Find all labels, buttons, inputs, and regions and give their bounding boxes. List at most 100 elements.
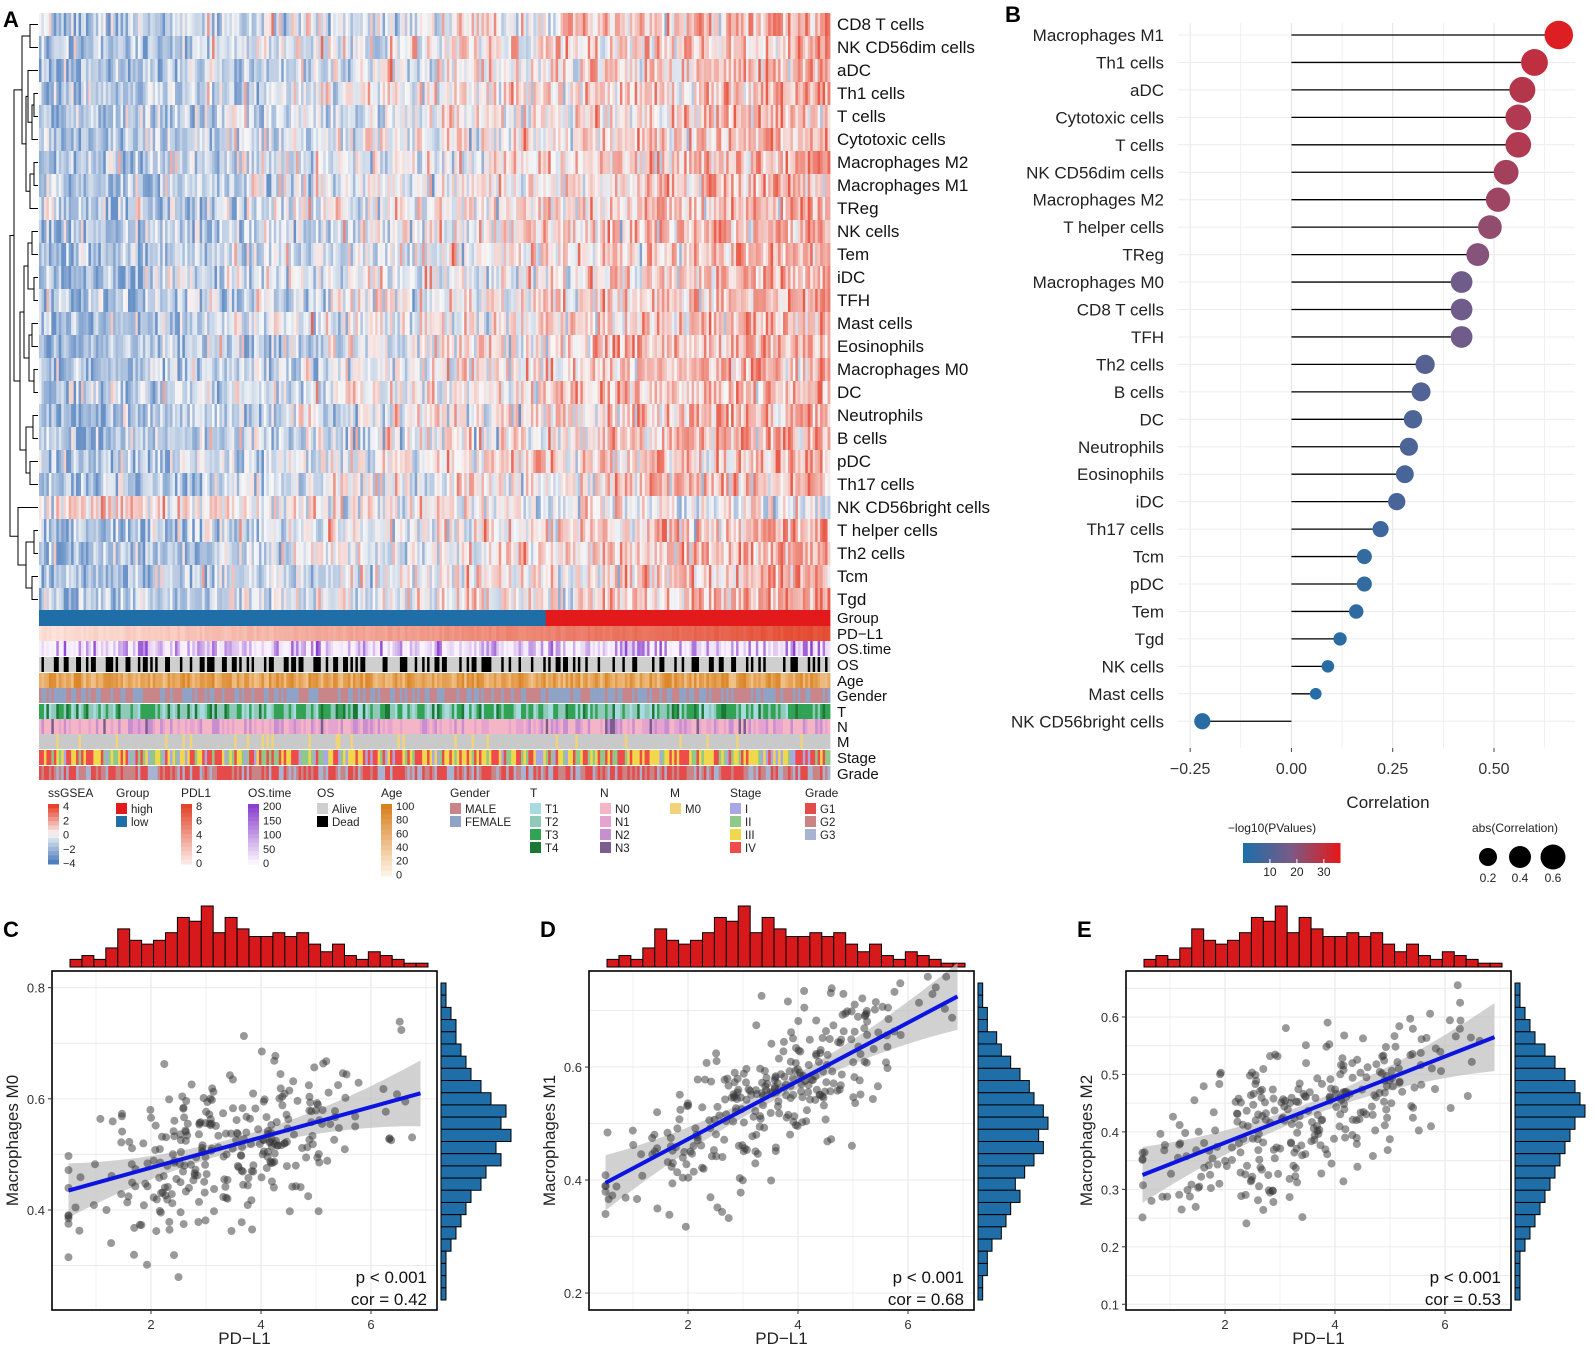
heatmap-cell	[385, 105, 388, 128]
heatmap-cell	[73, 197, 77, 220]
heatmap-cell	[614, 174, 618, 197]
heatmap-cell	[807, 105, 811, 128]
heatmap-cell	[703, 151, 707, 174]
heatmap-cell	[204, 128, 208, 151]
heatmap-cell	[392, 220, 396, 243]
heatmap-cell	[56, 105, 60, 128]
heatmap-cell	[508, 36, 512, 59]
heatmap-cell	[296, 174, 299, 197]
heatmap-cell	[565, 197, 569, 220]
heatmap-cell	[745, 289, 749, 312]
heatmap-cell	[627, 82, 631, 105]
heatmap-cell	[172, 105, 176, 128]
heatmap-cell	[288, 220, 292, 243]
heatmap-cell	[305, 128, 309, 151]
heatmap-cell	[135, 335, 139, 358]
heatmap-cell	[496, 59, 500, 82]
heatmap-cell	[444, 197, 448, 220]
heatmap-cell	[135, 82, 139, 105]
heatmap-cell	[251, 151, 255, 174]
heatmap-cell	[310, 13, 314, 36]
heatmap-cell	[318, 335, 322, 358]
heatmap-cell	[496, 174, 500, 197]
heatmap-cell	[56, 243, 60, 266]
heatmap-cell	[330, 243, 334, 266]
heatmap-cell	[825, 105, 828, 128]
heatmap-cell	[95, 358, 99, 381]
heatmap-cell	[310, 174, 314, 197]
heatmap-cell	[666, 13, 670, 36]
heatmap-cell	[558, 174, 561, 197]
heatmap-cell	[545, 36, 549, 59]
heatmap-cell	[236, 13, 240, 36]
heatmap-cell	[259, 197, 262, 220]
heatmap-cell	[820, 13, 823, 36]
heatmap-cell	[825, 335, 828, 358]
heatmap-cell	[375, 312, 379, 335]
heatmap-cell	[261, 220, 265, 243]
heatmap-cell	[301, 266, 304, 289]
heatmap-cell	[464, 151, 468, 174]
heatmap-cell	[98, 105, 102, 128]
heatmap-cell	[212, 266, 215, 289]
heatmap-cell	[123, 13, 126, 36]
heatmap-cell	[323, 358, 327, 381]
heatmap-row	[39, 128, 831, 151]
heatmap-cell	[254, 243, 257, 266]
heatmap-cell	[239, 243, 243, 266]
heatmap-cell	[671, 197, 675, 220]
heatmap-cell	[271, 82, 275, 105]
heatmap-cell	[701, 243, 705, 266]
heatmap-cell	[330, 197, 334, 220]
heatmap-cell	[812, 36, 816, 59]
heatmap-cell	[644, 82, 648, 105]
heatmap-cell	[179, 59, 183, 82]
heatmap-cell	[622, 335, 626, 358]
heatmap-cell	[446, 128, 450, 151]
heatmap-cell	[634, 82, 638, 105]
heatmap-cell	[575, 289, 579, 312]
heatmap-cell	[802, 82, 806, 105]
heatmap-cell	[555, 174, 559, 197]
heatmap-row	[39, 59, 831, 82]
heatmap-cell	[639, 174, 643, 197]
heatmap-cell	[172, 174, 176, 197]
heatmap-cell	[765, 197, 769, 220]
heatmap-cell	[726, 289, 730, 312]
heatmap-cell	[778, 128, 781, 151]
heatmap-cell	[713, 36, 717, 59]
heatmap-cell	[649, 220, 653, 243]
heatmap-cell	[810, 197, 814, 220]
heatmap-cell	[268, 289, 272, 312]
heatmap-cell	[637, 266, 641, 289]
heatmap-cell	[320, 358, 324, 381]
heatmap-cell	[535, 59, 539, 82]
heatmap-cell	[56, 128, 60, 151]
heatmap-cell	[592, 220, 596, 243]
heatmap-cell	[372, 243, 376, 266]
heatmap-cell	[787, 13, 791, 36]
heatmap-cell	[642, 128, 646, 151]
heatmap-cell	[795, 13, 799, 36]
heatmap-cell	[538, 59, 542, 82]
heatmap-cell	[71, 335, 74, 358]
heatmap-cell	[773, 59, 777, 82]
heatmap-cell	[647, 289, 650, 312]
heatmap-cell	[130, 151, 134, 174]
heatmap-cell	[165, 82, 168, 105]
heatmap-cell	[624, 13, 628, 36]
heatmap-cell	[103, 266, 107, 289]
heatmap-cell	[558, 220, 561, 243]
heatmap-cell	[807, 13, 811, 36]
heatmap-cell	[251, 266, 255, 289]
heatmap-cell	[817, 128, 821, 151]
heatmap-cell	[355, 243, 359, 266]
heatmap-cell	[763, 36, 767, 59]
heatmap-cell	[221, 335, 225, 358]
heatmap-cell	[706, 243, 710, 266]
heatmap-cell	[214, 335, 218, 358]
heatmap-cell	[224, 335, 228, 358]
heatmap-cell	[71, 36, 74, 59]
heatmap-cell	[380, 59, 383, 82]
heatmap-cell	[614, 151, 618, 174]
